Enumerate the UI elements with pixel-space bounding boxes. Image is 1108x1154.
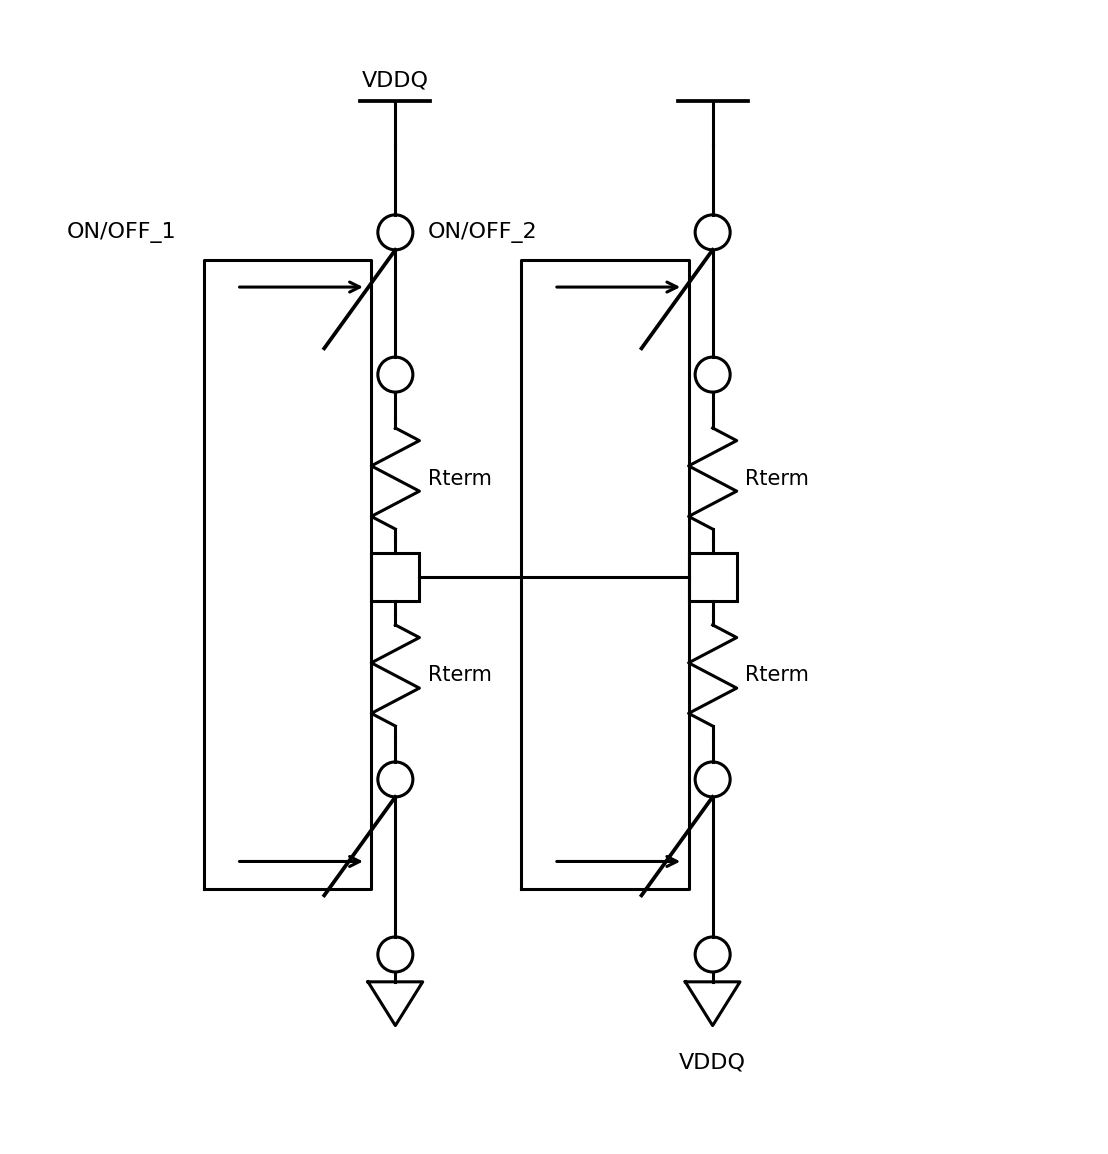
Text: Rterm: Rterm	[428, 666, 492, 685]
Text: VDDQ: VDDQ	[362, 70, 429, 90]
Text: VDDQ: VDDQ	[679, 1052, 746, 1073]
Bar	[371, 553, 420, 601]
Text: ON/OFF_1: ON/OFF_1	[68, 222, 177, 242]
Text: Rterm: Rterm	[746, 666, 809, 685]
Text: Rterm: Rterm	[746, 469, 809, 488]
Text: Rterm: Rterm	[428, 469, 492, 488]
Bar	[688, 553, 737, 601]
Text: ON/OFF_2: ON/OFF_2	[428, 222, 537, 242]
